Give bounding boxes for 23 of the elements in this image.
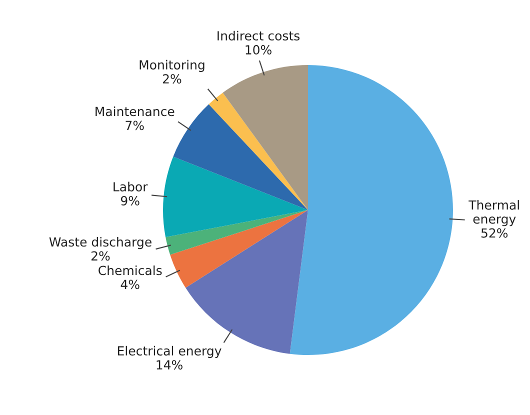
data-label: 4%	[120, 280, 140, 290]
data-label: 10%	[246, 45, 272, 55]
pie-slice	[173, 104, 308, 210]
slice-label: Labor	[114, 182, 148, 192]
pie-slice	[290, 65, 453, 355]
slice-label: Electrical energy	[118, 346, 222, 358]
slice-label: Thermal energy	[468, 200, 519, 226]
pie-slice	[163, 156, 308, 238]
data-label: 52%	[481, 228, 508, 238]
data-label: 2%	[162, 74, 182, 84]
slice-label: Indirect costs	[218, 30, 300, 41]
slice-label: Maintenance	[96, 106, 174, 116]
pie-slice	[170, 210, 308, 288]
data-label: 9%	[120, 196, 140, 206]
pie-slice	[208, 92, 308, 210]
data-label: 7%	[126, 120, 144, 130]
pie-slice	[166, 210, 308, 255]
slice-label: Waste discharge	[49, 236, 152, 250]
data-label: 2%	[91, 251, 110, 261]
data-label: 14%	[156, 360, 182, 370]
pie-slice	[222, 65, 308, 210]
slice-label: Monitoring	[140, 60, 204, 72]
slice-label: Chemicals	[98, 265, 162, 276]
